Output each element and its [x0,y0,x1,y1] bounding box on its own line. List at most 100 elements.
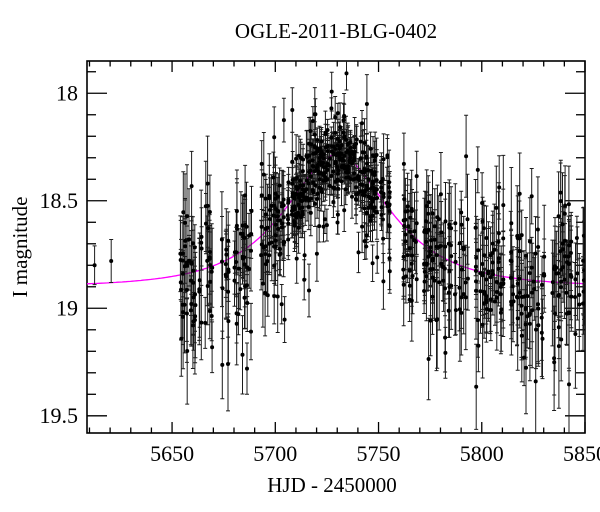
data-point [259,253,264,258]
data-point [434,318,439,323]
data-point [499,307,504,312]
data-point [323,132,328,137]
data-point [276,226,281,231]
plot-frame [86,60,586,434]
data-point [403,217,408,222]
data-point [364,155,369,160]
data-point [490,251,495,255]
data-point [413,239,418,244]
data-point [184,288,189,292]
data-point [497,185,502,190]
data-point [374,210,379,215]
data-point [199,234,204,239]
data-point [498,284,503,289]
data-point [224,274,229,279]
data-point [300,209,305,214]
data-point [181,210,186,215]
data-point [459,295,464,300]
data-point [428,318,433,323]
data-point [234,250,239,255]
data-point [306,181,311,186]
data-point [337,146,342,151]
data-point [534,327,538,332]
data-point [529,194,534,199]
data-point [519,333,524,338]
data-point [562,277,567,282]
data-point [273,244,278,249]
data-point [366,205,371,210]
data-point [365,184,369,189]
data-point [527,313,532,317]
data-point [374,187,379,192]
y-tick-label: 19.5 [40,403,79,428]
data-point [430,294,435,299]
data-point [332,186,337,191]
data-point [240,352,245,357]
data-point [443,335,448,340]
data-point [490,272,495,277]
data-point [182,302,187,307]
data-point [475,318,480,323]
data-point [290,108,295,112]
data-point [517,236,522,241]
data-point [348,140,353,145]
data-point [192,318,197,322]
data-point [315,191,320,196]
data-point [482,289,487,294]
data-point [350,161,355,166]
data-point [243,193,248,198]
data-point [333,161,338,166]
data-point [408,229,412,234]
data-point [365,161,369,166]
data-point [480,262,485,266]
data-point [277,247,282,251]
data-point [449,226,454,231]
data-point [496,231,501,236]
data-point [226,362,230,366]
data-point [567,382,571,387]
data-point [558,285,563,290]
data-point [515,294,519,299]
data-point [498,310,503,315]
data-point [446,308,451,313]
data-point [362,140,367,145]
data-point [275,194,280,199]
y-tick-label: 19 [56,295,78,320]
data-point [448,243,453,248]
data-point [424,239,429,244]
data-point [354,137,359,142]
data-point [432,278,437,283]
data-point [342,208,347,213]
data-point [242,255,247,260]
data-point [515,316,520,321]
axis-ticks [87,61,586,433]
data-point [403,274,408,279]
x-tick-labels: 5650 5700 5750 5800 5850 [150,441,600,466]
data-point [566,202,571,207]
data-point [286,180,291,185]
data-point [379,212,384,217]
data-point [560,222,565,227]
data-point [381,191,386,196]
data-point [92,263,97,268]
data-point [302,253,307,258]
data-point [311,164,316,169]
data-point [488,308,493,312]
data-point [410,209,414,213]
data-point [405,209,410,213]
data-point [567,311,572,316]
data-point [300,212,305,217]
data-point [336,186,341,191]
x-tick-label: 5650 [150,441,194,466]
data-point [192,245,197,250]
data-point [285,213,290,218]
data-point [532,287,537,291]
data-point [564,290,569,295]
data-point [219,237,224,242]
data-point [381,236,386,241]
data-point [282,240,287,245]
data-point [459,310,464,315]
data-point [536,245,541,249]
x-tick-label: 5800 [460,441,504,466]
data-point [428,253,433,257]
